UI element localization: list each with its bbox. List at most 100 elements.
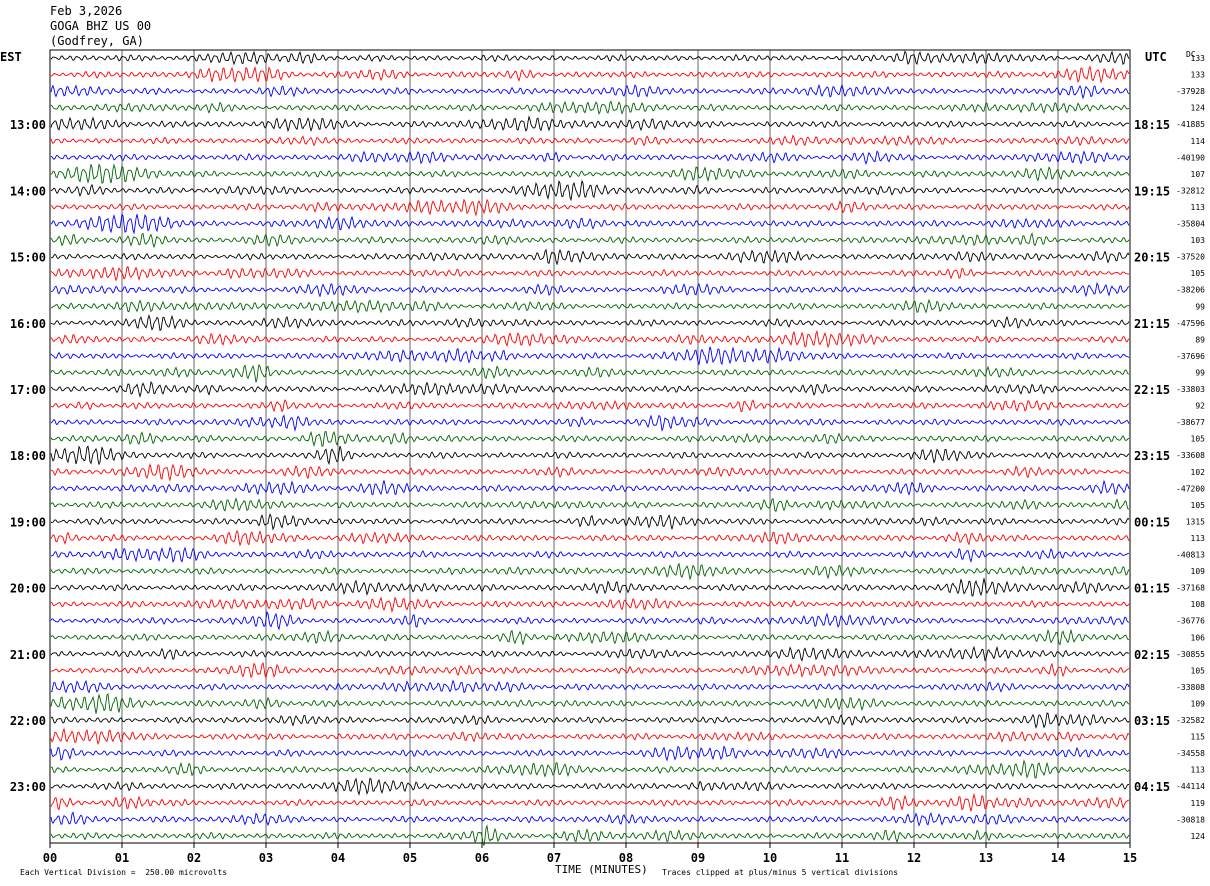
trace-row [50, 134, 1130, 147]
x-tick-labels: 00 01 02 03 04 05 06 07 08 09 10 11 12 13 14 15 [43, 851, 1137, 865]
right-hour-label: 20:15 [1134, 251, 1170, 265]
right-hour-label: 01:15 [1134, 582, 1170, 596]
dc-value: 115 [1191, 733, 1206, 742]
trace-row [50, 414, 1130, 433]
left-hour-label: 13:00 [10, 118, 46, 132]
trace-row [50, 363, 1130, 383]
dc-value: 92 [1195, 402, 1205, 411]
station-location: (Godfrey, GA) [50, 34, 144, 48]
dc-value: 1315 [1186, 517, 1205, 526]
dc-value: -33808 [1176, 683, 1205, 692]
dc-value: -37928 [1176, 87, 1205, 96]
trace-row [50, 497, 1130, 512]
trace-row [50, 513, 1130, 531]
x-tick-label: 13 [979, 851, 993, 865]
x-tick-label: 00 [43, 851, 57, 865]
trace-row [50, 232, 1130, 249]
trace-row [50, 100, 1130, 115]
dc-value: 105 [1191, 269, 1206, 278]
dc-value: -33803 [1176, 385, 1205, 394]
dc-value: -32812 [1176, 186, 1205, 195]
dc-value: -36776 [1176, 617, 1205, 626]
dc-value: -38677 [1176, 418, 1205, 427]
trace-row [50, 811, 1130, 827]
plot-date: Feb 3,2026 [50, 4, 123, 18]
trace-row [50, 83, 1130, 100]
right-hour-label: 04:15 [1134, 780, 1170, 794]
dc-value: 105 [1191, 435, 1206, 444]
dc-value: 106 [1191, 633, 1206, 642]
dc-value: -34558 [1176, 749, 1205, 758]
right-hour-label: 02:15 [1134, 648, 1170, 662]
trace-row [50, 679, 1130, 694]
dc-value: -44114 [1176, 782, 1205, 791]
left-hour-label: 14:00 [10, 184, 46, 198]
dc-value: 107 [1191, 170, 1206, 179]
dc-value: 124 [1191, 104, 1206, 113]
right-hour-label: 00:15 [1134, 515, 1170, 529]
x-tick-label: 15 [1123, 851, 1137, 865]
trace-row [50, 745, 1130, 762]
trace-row [50, 562, 1130, 581]
right-axis-label: UTC [1145, 50, 1167, 64]
dc-value: 113 [1191, 766, 1206, 775]
dc-value: 114 [1191, 137, 1206, 146]
dc-value: -47596 [1176, 319, 1205, 328]
dc-value: 108 [1191, 600, 1206, 609]
dc-value: -35804 [1176, 220, 1205, 229]
dc-value: -33608 [1176, 451, 1205, 460]
dc-value: 105 [1191, 666, 1206, 675]
x-tick-label: 01 [115, 851, 129, 865]
x-tick-label: 03 [259, 851, 273, 865]
trace-row [50, 628, 1130, 646]
dc-values: 133 133 -37928 124 -41885 114 -40190 107 -32812 1… [1176, 54, 1205, 841]
left-hour-label: 22:00 [10, 714, 46, 728]
trace-row [50, 445, 1130, 466]
x-tick-label: 12 [907, 851, 921, 865]
trace-row [50, 198, 1130, 217]
dc-value: 133 [1191, 54, 1206, 63]
right-hour-label: 18:15 [1134, 118, 1170, 132]
left-hour-label: 17:00 [10, 383, 46, 397]
right-hour-label: 22:15 [1134, 383, 1170, 397]
trace-row [50, 462, 1130, 482]
trace-row [50, 248, 1130, 266]
x-tick-label: 06 [475, 851, 489, 865]
x-tick-label: 07 [547, 851, 561, 865]
trace-row [50, 282, 1130, 298]
plot-frame [49, 49, 1131, 844]
trace-row [50, 212, 1130, 235]
x-tick-label: 05 [403, 851, 417, 865]
x-axis-title: TIME (MINUTES) [555, 863, 648, 876]
dc-value: 113 [1191, 203, 1206, 212]
trace-row [50, 298, 1130, 314]
trace-row [50, 792, 1130, 812]
left-hour-label: 20:00 [10, 582, 46, 596]
trace-row [50, 777, 1130, 796]
trace-row [50, 529, 1130, 547]
left-hour-label: 19:00 [10, 515, 46, 529]
dc-value: 109 [1191, 699, 1206, 708]
left-hour-label: 16:00 [10, 317, 46, 331]
trace-row [50, 578, 1130, 597]
x-tick-label: 02 [187, 851, 201, 865]
x-tick-label: 10 [763, 851, 777, 865]
left-axis-label: EST [0, 50, 22, 64]
dc-value: 89 [1195, 335, 1205, 344]
right-hour-label: 03:15 [1134, 714, 1170, 728]
right-hour-label: 19:15 [1134, 184, 1170, 198]
trace-row [50, 115, 1130, 133]
scale-note: Each Vertical Division = 250.00 microvol… [20, 868, 228, 877]
left-hour-label: 18:00 [10, 449, 46, 463]
dc-value: -32582 [1176, 716, 1205, 725]
trace-row [50, 50, 1130, 66]
trace-row [50, 346, 1130, 366]
dc-value: -41885 [1176, 120, 1205, 129]
dc-value: -37696 [1176, 352, 1205, 361]
x-tick-label: 04 [331, 851, 345, 865]
trace-row [50, 712, 1130, 729]
trace-row [50, 163, 1130, 184]
trace-row [50, 661, 1130, 679]
dc-value: 124 [1191, 832, 1206, 841]
